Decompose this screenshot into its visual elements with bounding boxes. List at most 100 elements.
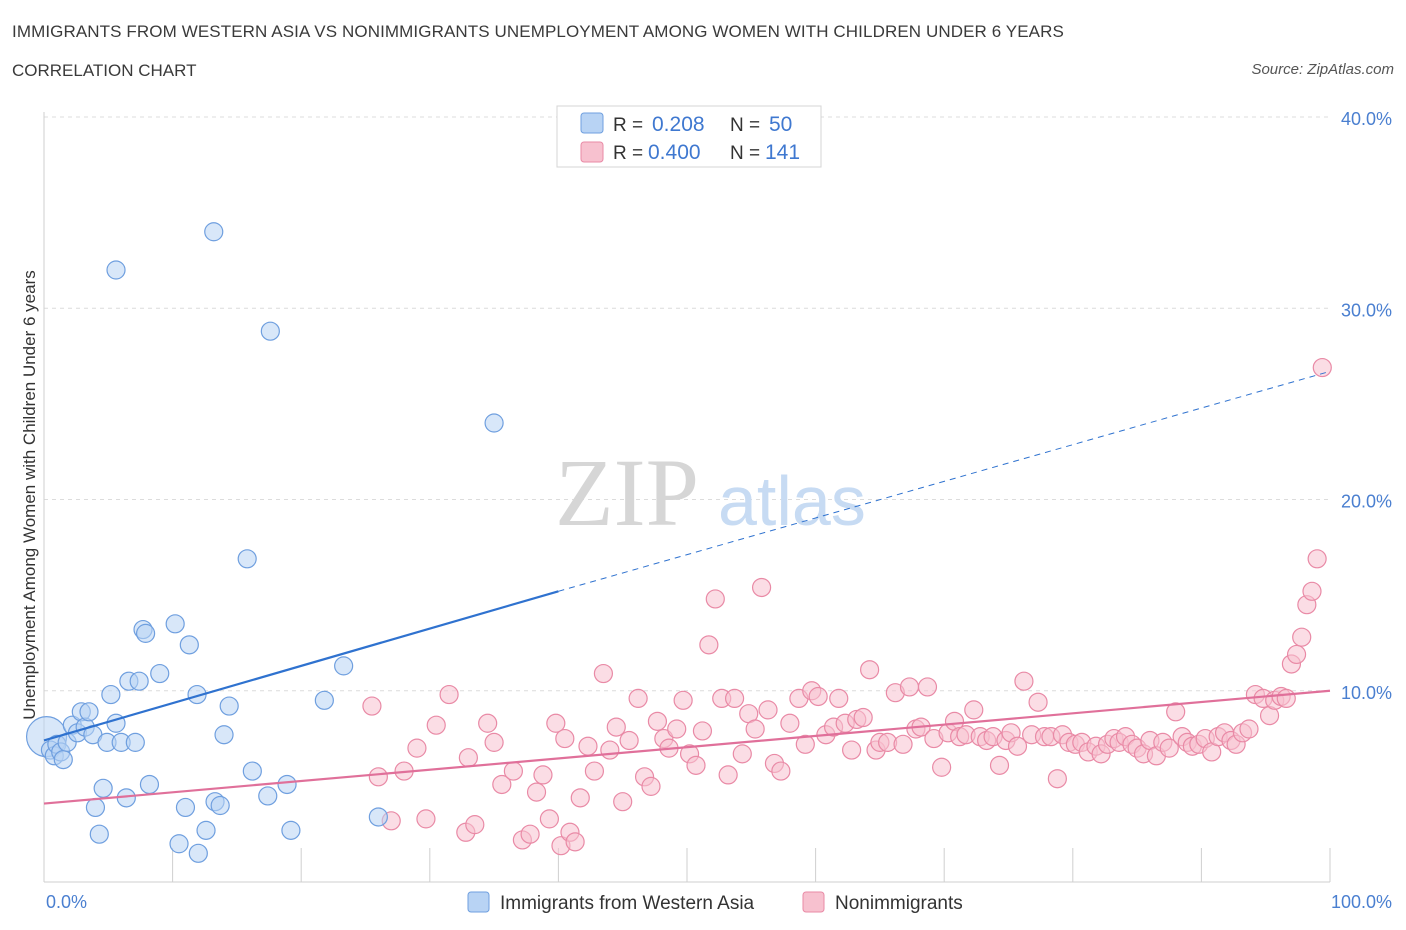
- legend-r-value-2: 0.400: [648, 141, 701, 164]
- nonimmigrant-point-33: [628, 688, 648, 709]
- immigrant-point-23: [129, 671, 149, 691]
- nonimmigrant-point-29: [600, 740, 620, 760]
- nonimmigrant-point-25: [570, 788, 590, 808]
- y-tick-label-30: 30.0%: [1341, 300, 1392, 320]
- nonimmigrant-point-20: [546, 713, 566, 733]
- nonimmigrant-point-84: [964, 700, 984, 720]
- immigrant-point-13: [85, 797, 106, 818]
- nonimmigrant-point-32: [619, 730, 639, 751]
- nonimmigrant-point-97: [1047, 769, 1067, 789]
- nonimmigrant-point-73: [893, 734, 913, 754]
- nonimmigrant-point-16: [520, 824, 540, 844]
- immigrant-point-30: [169, 834, 189, 854]
- immigrant-point-37: [214, 725, 234, 745]
- nonimmigrant-point-67: [853, 707, 873, 728]
- immigrant-point-29: [175, 797, 196, 818]
- nonimmigrant-point-5: [416, 809, 436, 829]
- watermark-zip: ZIP: [555, 439, 699, 546]
- nonimmigrant-point-40: [673, 690, 693, 710]
- nonimmigrant-point-134: [1276, 688, 1296, 709]
- nonimmigrant-point-49: [732, 744, 752, 764]
- watermark-atlas: atlas: [718, 462, 866, 540]
- nonimmigrant-point-31: [613, 792, 633, 812]
- correlation-legend: R = 0.208 N = 50 R = 0.400 N = 141: [556, 105, 822, 168]
- trend-lines: [43, 370, 1331, 805]
- immigrant-point-17: [101, 684, 121, 705]
- nonimmigrant-point-139: [1302, 581, 1322, 601]
- immigrant-point-47: [106, 260, 126, 280]
- nonimmigrant-point-136: [1286, 644, 1307, 665]
- nonimmigrant-point-94: [1028, 692, 1048, 712]
- immigrant-point-32: [188, 843, 208, 863]
- y-tick-label-40: 40.0%: [1341, 109, 1392, 129]
- nonimmigrant-point-92: [1014, 671, 1034, 691]
- legend-r-label-1: R =: [613, 115, 643, 136]
- nonimmigrant-point-30: [606, 717, 626, 737]
- legend-n-value-2: 141: [765, 141, 800, 164]
- nonimmigrant-point-24: [565, 832, 585, 852]
- chart-subtitle: CORRELATION CHART: [12, 61, 197, 80]
- immigrant-point-46: [368, 807, 388, 827]
- legend-r-value-1: 0.208: [652, 113, 705, 136]
- immigrant-point-31: [179, 635, 199, 655]
- legend-r-label-2: R =: [613, 143, 643, 164]
- immigrant-point-48: [204, 222, 224, 242]
- nonimmigrant-point-65: [842, 740, 862, 760]
- x-tick-label-max: 100.0%: [1331, 892, 1392, 912]
- immigrants-western-asia-points: [25, 222, 504, 863]
- trend-line-nonimmigrants: [43, 689, 1331, 805]
- nonimmigrant-point-55: [771, 761, 791, 781]
- nonimmigrant-point-48: [724, 688, 745, 709]
- nonimmigrant-point-116: [1166, 702, 1186, 722]
- nonimmigrant-point-26: [578, 736, 598, 756]
- y-tick-label-20: 20.0%: [1341, 492, 1392, 512]
- immigrant-point-36: [210, 795, 230, 816]
- source-credit: Source: ZipAtlas.com: [1251, 61, 1394, 78]
- legend-n-value-1: 50: [769, 113, 792, 136]
- immigrant-point-42: [277, 774, 297, 795]
- nonimmigrant-point-9: [458, 748, 478, 768]
- immigrant-point-25: [135, 623, 156, 643]
- nonimmigrant-point-7: [439, 684, 459, 705]
- nonimmigrant-point-128: [1239, 719, 1259, 739]
- series-legend-label-immigrants: Immigrants from Western Asia: [500, 893, 755, 914]
- nonimmigrant-point-44: [699, 635, 719, 655]
- nonimmigrant-point-77: [917, 677, 938, 697]
- nonimmigrant-point-63: [829, 688, 849, 709]
- nonimmigrant-point-18: [533, 765, 553, 785]
- nonimmigrant-point-68: [860, 660, 880, 680]
- series-legend-swatch-pink: [802, 891, 825, 913]
- nonimmigrant-point-58: [795, 734, 815, 754]
- immigrant-point-38: [219, 696, 239, 716]
- nonimmigrant-point-4: [407, 738, 427, 758]
- nonimmigrant-point-51: [745, 719, 765, 739]
- immigrant-point-34: [196, 820, 216, 840]
- immigrant-point-14: [89, 824, 109, 844]
- nonimmigrant-point-43: [692, 721, 713, 741]
- immigrant-point-41: [258, 786, 278, 806]
- nonimmigrant-point-42: [686, 755, 706, 775]
- immigrant-point-28: [165, 614, 185, 634]
- nonimmigrant-point-36: [647, 711, 668, 731]
- nonimmigrant-point-22: [555, 728, 575, 749]
- watermark: ZIP atlas: [555, 439, 866, 546]
- immigrant-point-39: [237, 549, 257, 569]
- nonimmigrant-point-53: [758, 700, 778, 720]
- nonimmigrant-point-56: [780, 713, 800, 733]
- immigrant-point-44: [314, 690, 334, 710]
- series-legend-label-nonimmigrants: Nonimmigrants: [835, 893, 963, 914]
- immigrant-point-50: [484, 413, 504, 433]
- nonimmigrants-points: [362, 357, 1332, 856]
- nonimmigrant-point-137: [1292, 627, 1312, 647]
- nonimmigrant-point-11: [478, 713, 498, 733]
- nonimmigrant-point-12: [484, 732, 504, 752]
- immigrant-point-26: [139, 774, 160, 795]
- grid-lines: [44, 116, 1330, 692]
- immigrant-point-15: [93, 778, 113, 798]
- y-tick-labels: 10.0% 20.0% 30.0% 40.0%: [1341, 109, 1392, 703]
- nonimmigrant-point-74: [899, 677, 920, 697]
- series-legend-swatch-blue: [467, 891, 490, 913]
- y-axis-label: Unemployment Among Women with Children U…: [20, 270, 39, 719]
- nonimmigrant-point-79: [932, 757, 952, 777]
